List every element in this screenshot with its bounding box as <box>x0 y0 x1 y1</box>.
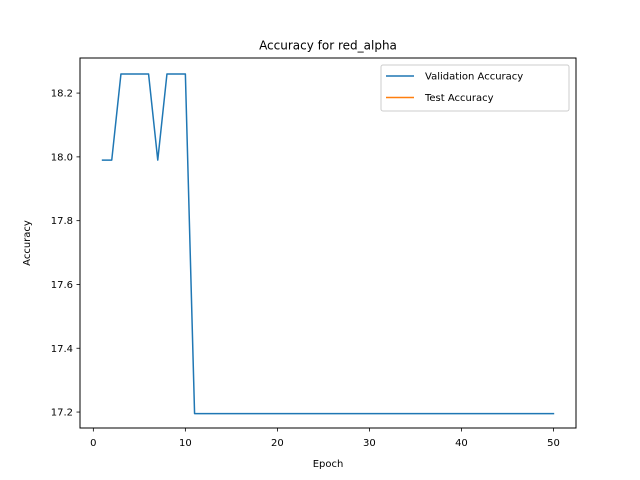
y-tick: 18.0 <box>51 152 80 163</box>
x-tick-label: 40 <box>455 438 468 449</box>
x-tick-label: 30 <box>363 438 376 449</box>
legend-entry: Validation Accuracy <box>386 72 523 83</box>
legend-entry: Test Accuracy <box>386 93 494 104</box>
y-axis-title: Accuracy <box>22 220 33 266</box>
x-tick-label: 20 <box>271 438 284 449</box>
y-tick-label: 17.6 <box>51 280 73 291</box>
legend-label: Validation Accuracy <box>425 72 523 83</box>
x-tick: 50 <box>547 428 560 449</box>
x-axis-title: Epoch <box>313 459 344 470</box>
x-tick: 40 <box>455 428 468 449</box>
series-line-0 <box>101 73 555 415</box>
x-tick-label: 10 <box>179 438 192 449</box>
chart-title: Accuracy for red_alpha <box>259 39 397 53</box>
x-tick: 30 <box>363 428 376 449</box>
y-tick: 18.2 <box>51 89 80 100</box>
x-tick: 20 <box>271 428 284 449</box>
x-tick-label: 0 <box>90 438 96 449</box>
y-tick-label: 18.2 <box>51 89 73 100</box>
legend: Validation Accuracy Test Accuracy <box>380 64 570 112</box>
y-tick-label: 17.4 <box>51 344 73 355</box>
plot-frame <box>79 57 577 429</box>
series-layer <box>101 73 555 415</box>
y-tick: 17.2 <box>51 408 80 419</box>
y-tick: 17.4 <box>51 344 80 355</box>
legend-label: Test Accuracy <box>424 93 494 104</box>
legend-box <box>380 64 570 112</box>
plot-background <box>80 58 576 428</box>
y-tick-label: 18.0 <box>51 152 73 163</box>
legend-entries: Validation Accuracy Test Accuracy <box>386 72 523 104</box>
x-tick: 0 <box>90 428 97 449</box>
x-tick-label: 50 <box>547 438 560 449</box>
y-tick: 17.6 <box>51 280 80 291</box>
plot-area <box>79 57 577 429</box>
y-tick-label: 17.2 <box>51 408 73 419</box>
y-tick-label: 17.8 <box>51 216 73 227</box>
y-tick: 17.8 <box>51 216 80 227</box>
y-axis-ticks: 17.2 17.4 17.6 17.8 18.0 18.2 <box>51 89 80 419</box>
x-axis-ticks: 0 10 20 30 40 50 <box>90 428 560 449</box>
x-tick: 10 <box>179 428 192 449</box>
